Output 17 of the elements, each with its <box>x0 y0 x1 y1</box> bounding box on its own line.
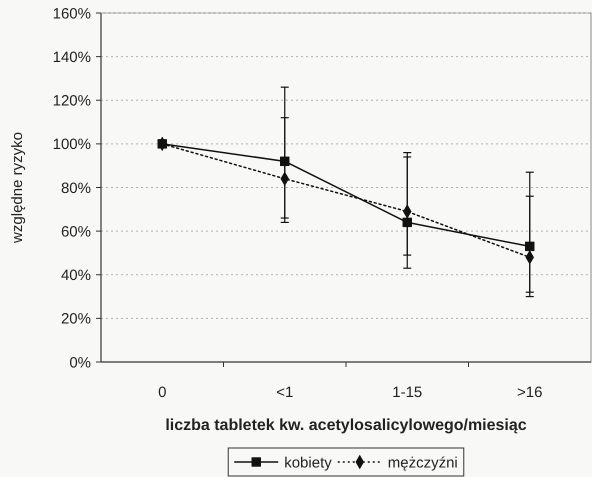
y-tick-label: 20% <box>60 310 91 328</box>
x-tick-label: 0 <box>158 384 166 401</box>
y-axis-title: względne ryzyko <box>9 132 26 244</box>
y-tick-label: 160% <box>52 5 91 22</box>
y-tick-label: 100% <box>52 136 91 154</box>
y-tick-label: 80% <box>60 180 91 197</box>
x-tick-label: >16 <box>517 384 542 401</box>
y-tick-label: 0% <box>69 354 91 372</box>
x-tick-label: 1-15 <box>392 384 422 401</box>
y-tick-label: 120% <box>52 92 91 110</box>
legend-label: mężczyźni <box>388 454 458 472</box>
x-axis-title: liczba tabletek kw. acetylosalicylowego/miesiąc <box>165 417 527 434</box>
y-tick-label: 140% <box>52 48 91 66</box>
x-tick-label: <1 <box>276 384 294 401</box>
legend-label: kobiety <box>284 454 332 472</box>
y-tick-label: 40% <box>60 267 91 284</box>
y-tick-label: 60% <box>60 223 91 240</box>
